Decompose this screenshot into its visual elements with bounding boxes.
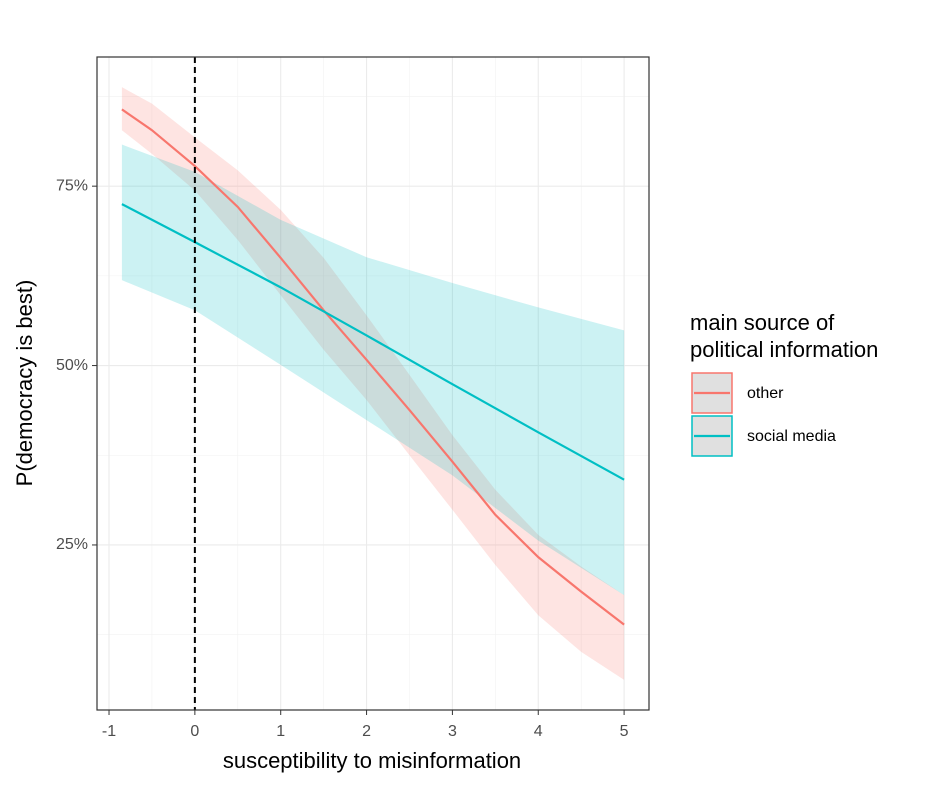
x-tick-label: 5 (620, 723, 629, 740)
y-tick-label: 50% (56, 357, 88, 374)
line (121, 108, 625, 626)
legend-label: other (747, 385, 784, 402)
confidence-band (121, 144, 625, 596)
panel-border (96, 56, 650, 711)
confidence-band (121, 87, 625, 680)
x-axis-title: susceptibility to misinformation (223, 748, 521, 773)
x-tick-label: 2 (362, 723, 371, 740)
legend-title: main source of political information (690, 310, 879, 362)
y-axis-title: P(democracy is best) (12, 280, 37, 487)
legend-label: social media (747, 428, 836, 445)
y-tick-label: 75% (56, 177, 88, 194)
x-tick-label: -1 (102, 723, 116, 740)
x-tick-label: 4 (534, 723, 543, 740)
x-tick-label: 0 (190, 723, 199, 740)
x-tick-label: 3 (448, 723, 457, 740)
y-tick-label: 25% (56, 536, 88, 553)
x-tick-label: 1 (276, 723, 285, 740)
